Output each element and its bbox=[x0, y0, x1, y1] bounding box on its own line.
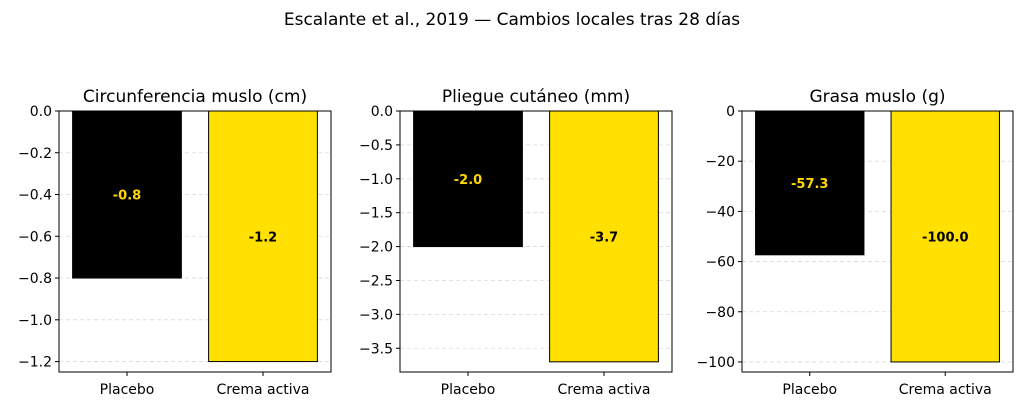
y-tick-label: −60 bbox=[705, 255, 735, 271]
x-tick-label: Placebo bbox=[782, 382, 837, 398]
bar-value-label: -1.2 bbox=[249, 230, 277, 245]
bar-crema-activa bbox=[208, 110, 318, 363]
bar-crema-activa bbox=[890, 110, 1000, 363]
y-tick-label: −1.0 bbox=[359, 172, 393, 188]
y-tick-label: −40 bbox=[705, 204, 735, 220]
bar-value-label: -2.0 bbox=[454, 173, 482, 188]
y-tick-label: −3.0 bbox=[359, 307, 393, 323]
chart-panel-3: Grasa muslo (g) -57.3 Placebo -100.0 Crema a… bbox=[697, 87, 1014, 398]
y-tick-label: −0.4 bbox=[18, 188, 52, 204]
bar-value-label: -57.3 bbox=[791, 177, 828, 192]
bar-crema-activa bbox=[549, 110, 659, 363]
panel-title: Circunferencia muslo (cm) bbox=[83, 87, 307, 107]
y-tick-label: −2.5 bbox=[359, 273, 393, 289]
axes-frame bbox=[399, 110, 673, 373]
y-tick-label: −20 bbox=[705, 154, 735, 170]
x-tick-label: Crema activa bbox=[899, 382, 992, 398]
y-tick-label: −0.8 bbox=[18, 271, 52, 287]
y-tick-label: −80 bbox=[705, 305, 735, 321]
y-tick-label: −1.2 bbox=[18, 355, 52, 371]
y-tick-label: −0.2 bbox=[18, 146, 52, 162]
panel-title: Pliegue cutáneo (mm) bbox=[442, 87, 630, 107]
y-tick-label: 0 bbox=[726, 104, 735, 120]
y-tick-label: −2.0 bbox=[359, 240, 393, 256]
chart-panel-2: Pliegue cutáneo (mm) -2.0 Placebo -3.7 Crema… bbox=[359, 87, 673, 398]
axes-frame bbox=[741, 110, 1014, 373]
bar-placebo bbox=[72, 110, 182, 279]
y-tick-label: 0.0 bbox=[371, 104, 393, 120]
x-tick-label: Placebo bbox=[100, 382, 155, 398]
panels: Circunferencia muslo (cm) -0.8 Placebo -1.2… bbox=[18, 87, 1014, 398]
axes-frame bbox=[58, 110, 332, 373]
y-tick-label: −1.5 bbox=[359, 206, 393, 222]
figure-title: Escalante et al., 2019 — Cambios locales… bbox=[284, 10, 740, 30]
x-tick-label: Placebo bbox=[441, 382, 496, 398]
panel-title: Grasa muslo (g) bbox=[809, 87, 945, 107]
bar-placebo bbox=[755, 110, 865, 256]
y-tick-label: −0.5 bbox=[359, 138, 393, 154]
y-tick-label: 0.0 bbox=[30, 104, 52, 120]
y-tick-label: −100 bbox=[697, 355, 735, 371]
x-tick-label: Crema activa bbox=[557, 382, 650, 398]
x-tick-label: Crema activa bbox=[216, 382, 309, 398]
bar-value-label: -0.8 bbox=[113, 189, 141, 204]
y-tick-label: −0.6 bbox=[18, 229, 52, 245]
y-tick-label: −1.0 bbox=[18, 313, 52, 329]
bar-value-label: -100.0 bbox=[922, 230, 969, 245]
bar-value-label: -3.7 bbox=[590, 230, 618, 245]
chart-panel-1: Circunferencia muslo (cm) -0.8 Placebo -1.2… bbox=[18, 87, 332, 398]
y-tick-label: −3.5 bbox=[359, 341, 393, 357]
